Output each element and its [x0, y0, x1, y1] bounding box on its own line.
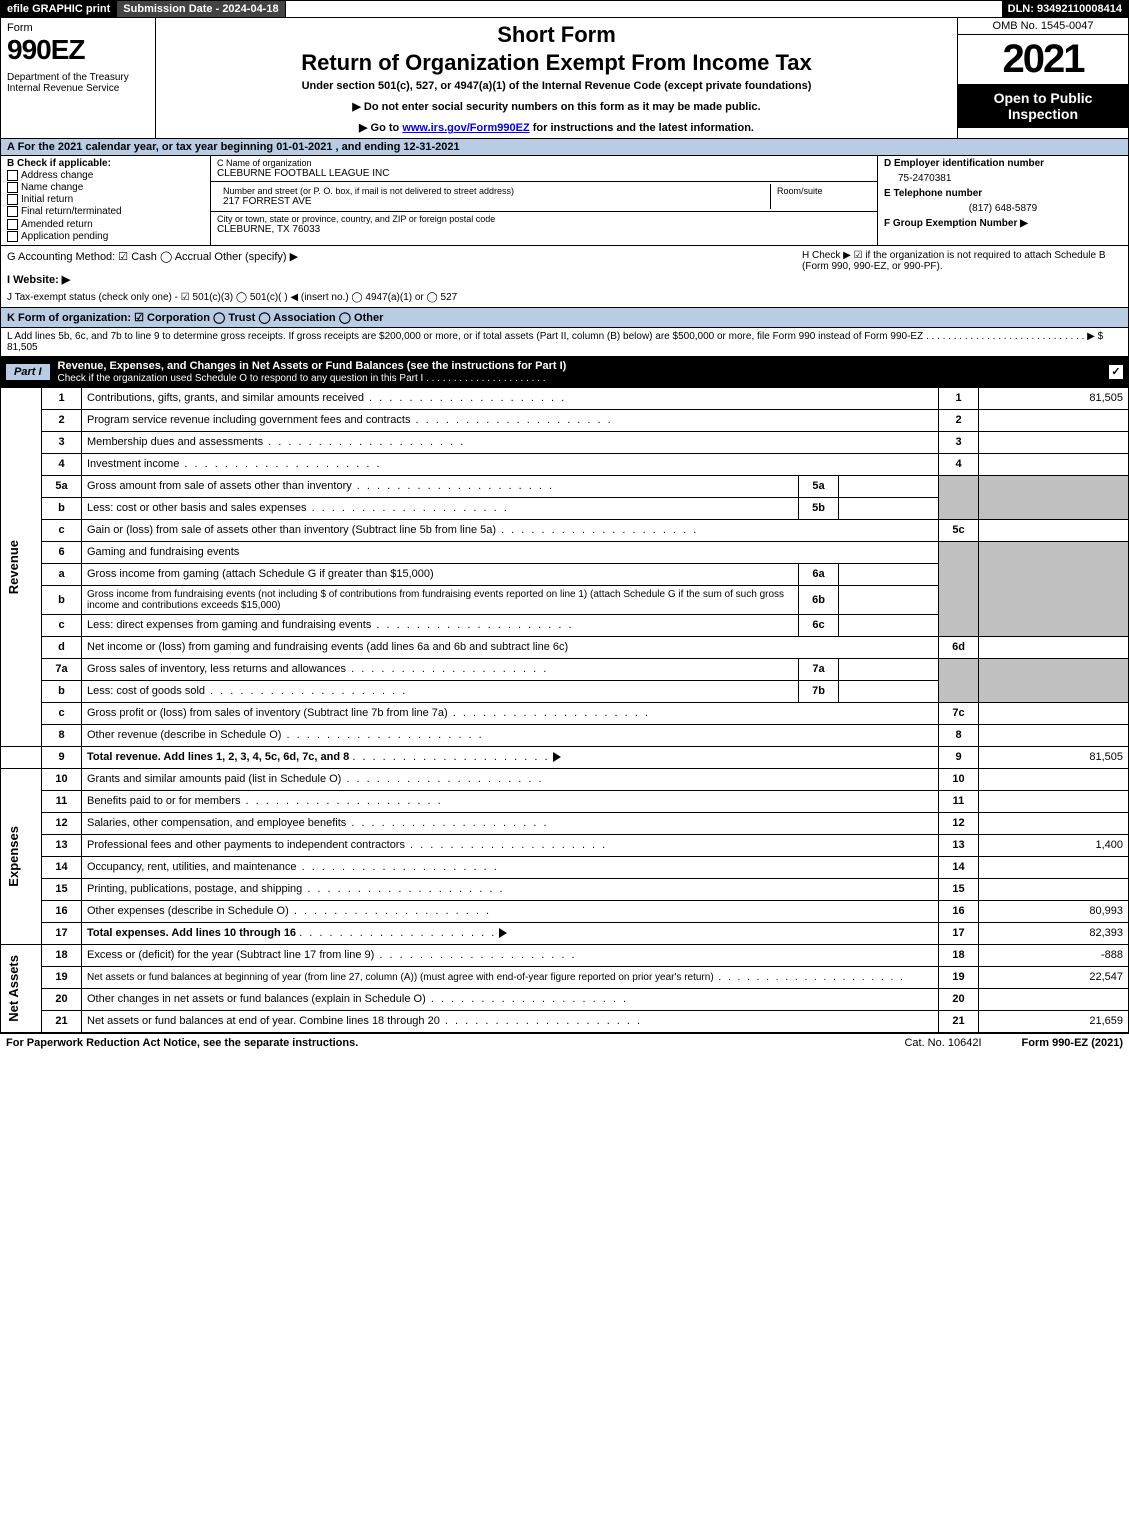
line-j: J Tax-exempt status (check only one) - ☑… — [7, 292, 802, 303]
line-k: K Form of organization: ☑ Corporation ◯ … — [0, 308, 1129, 328]
ein-value: 75-2470381 — [878, 171, 1128, 186]
box-def: D Employer identification number 75-2470… — [878, 156, 1128, 245]
city-value: CLEBURNE, TX 76033 — [217, 224, 871, 235]
catalog-number: Cat. No. 10642I — [904, 1037, 981, 1049]
submission-date: Submission Date - 2024-04-18 — [117, 1, 285, 17]
row-1: Revenue 1Contributions, gifts, grants, a… — [1, 387, 1129, 409]
org-name-block: C Name of organization CLEBURNE FOOTBALL… — [211, 156, 877, 182]
form-number: 990EZ — [7, 34, 149, 66]
chk-address[interactable]: Address change — [7, 170, 204, 181]
ein-label: D Employer identification number — [878, 156, 1128, 171]
street-label: Number and street (or P. O. box, if mail… — [223, 186, 764, 196]
city-block: City or town, state or province, country… — [211, 212, 877, 237]
arrow-icon — [553, 752, 561, 762]
chk-amended[interactable]: Amended return — [7, 219, 204, 230]
efile-label: efile GRAPHIC print — [1, 1, 117, 17]
section-b-c-def: B Check if applicable: Address change Na… — [0, 156, 1129, 246]
goto-pre: ▶ Go to — [359, 122, 402, 134]
tax-year: 2021 — [958, 35, 1128, 84]
page-footer: For Paperwork Reduction Act Notice, see … — [0, 1033, 1129, 1052]
street-block: Number and street (or P. O. box, if mail… — [211, 182, 877, 212]
chk-initial[interactable]: Initial return — [7, 194, 204, 205]
city-label: City or town, state or province, country… — [217, 214, 871, 224]
line-i: I Website: ▶ — [7, 273, 802, 286]
irs-link[interactable]: www.irs.gov/Form990EZ — [402, 122, 529, 134]
ghi-left: G Accounting Method: ☑ Cash ◯ Accrual Ot… — [7, 250, 802, 303]
net-assets-label: Net Assets — [6, 955, 21, 1022]
street-value: 217 FORREST AVE — [223, 196, 764, 207]
chk-pending[interactable]: Application pending — [7, 231, 204, 242]
revenue-label: Revenue — [6, 540, 21, 594]
box-b-label: B Check if applicable: — [7, 158, 204, 169]
part-i-header: Part I Revenue, Expenses, and Changes in… — [0, 357, 1129, 387]
dln-label: DLN: 93492110008414 — [1002, 1, 1128, 17]
omb-number: OMB No. 1545-0047 — [958, 18, 1128, 35]
phone-value: (817) 648-5879 — [878, 201, 1128, 216]
c-label: C Name of organization — [217, 158, 871, 168]
chk-final[interactable]: Final return/terminated — [7, 206, 204, 217]
bullet-goto: ▶ Go to www.irs.gov/Form990EZ for instru… — [164, 121, 949, 134]
part-tab: Part I — [6, 364, 50, 380]
paperwork-notice: For Paperwork Reduction Act Notice, see … — [6, 1037, 358, 1049]
line-g: G Accounting Method: ☑ Cash ◯ Accrual Ot… — [7, 250, 802, 263]
box-c: C Name of organization CLEBURNE FOOTBALL… — [211, 156, 878, 245]
arrow-icon — [499, 928, 507, 938]
part-i-checkbox[interactable]: ✓ — [1109, 365, 1123, 379]
org-name: CLEBURNE FOOTBALL LEAGUE INC — [217, 168, 871, 179]
group-exemption: F Group Exemption Number ▶ — [878, 216, 1128, 231]
part-title: Revenue, Expenses, and Changes in Net As… — [58, 360, 567, 384]
header-middle: Short Form Return of Organization Exempt… — [156, 18, 958, 138]
form-word: Form — [7, 22, 149, 34]
short-form-title: Short Form — [164, 22, 949, 48]
line-a: A For the 2021 calendar year, or tax yea… — [0, 139, 1129, 156]
top-bar: efile GRAPHIC print Submission Date - 20… — [0, 0, 1129, 18]
dept-label: Department of the Treasury Internal Reve… — [7, 72, 149, 94]
bullet-ssn: ▶ Do not enter social security numbers o… — [164, 100, 949, 113]
header-right: OMB No. 1545-0047 2021 Open to Public In… — [958, 18, 1128, 138]
goto-post: for instructions and the latest informat… — [530, 122, 754, 134]
form-table: Revenue 1Contributions, gifts, grants, a… — [0, 387, 1129, 1033]
section-ghi: G Accounting Method: ☑ Cash ◯ Accrual Ot… — [0, 246, 1129, 308]
open-inspection: Open to Public Inspection — [958, 84, 1128, 128]
box-b: B Check if applicable: Address change Na… — [1, 156, 211, 245]
form-header: Form 990EZ Department of the Treasury In… — [0, 18, 1129, 139]
header-left: Form 990EZ Department of the Treasury In… — [1, 18, 156, 138]
phone-label: E Telephone number — [878, 186, 1128, 201]
line-l: L Add lines 5b, 6c, and 7b to line 9 to … — [0, 328, 1129, 357]
expenses-label: Expenses — [6, 826, 21, 887]
line-h: H Check ▶ ☑ if the organization is not r… — [802, 250, 1122, 303]
under-section: Under section 501(c), 527, or 4947(a)(1)… — [164, 80, 949, 92]
form-id-footer: Form 990-EZ (2021) — [1022, 1037, 1123, 1049]
chk-name[interactable]: Name change — [7, 182, 204, 193]
room-label: Room/suite — [777, 186, 865, 196]
return-title: Return of Organization Exempt From Incom… — [164, 50, 949, 76]
